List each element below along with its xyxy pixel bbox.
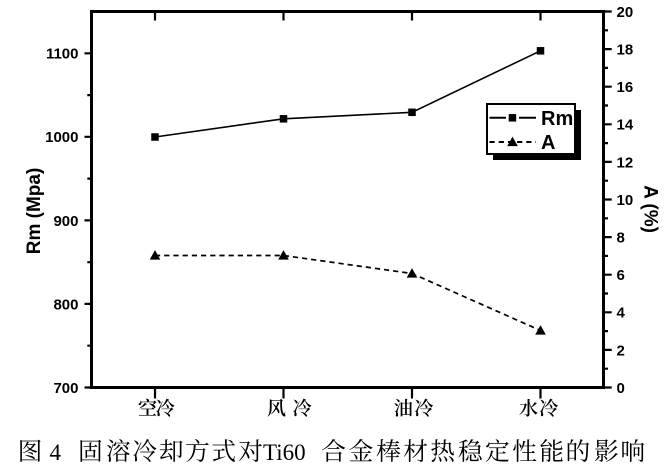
svg-text:2: 2	[617, 342, 625, 359]
svg-text:Rm: Rm	[541, 108, 573, 130]
svg-text:12: 12	[617, 154, 634, 171]
svg-text:14: 14	[617, 117, 634, 134]
svg-text:900: 900	[53, 213, 78, 230]
svg-text:10: 10	[617, 192, 634, 209]
svg-text:800: 800	[53, 296, 78, 313]
svg-text:6: 6	[617, 267, 625, 284]
svg-text:A (%): A (%)	[640, 185, 661, 233]
svg-text:Rm (Mpa): Rm (Mpa)	[24, 168, 45, 255]
svg-text:700: 700	[53, 380, 78, 397]
svg-text:20: 20	[617, 4, 634, 21]
svg-text:18: 18	[617, 42, 634, 59]
svg-text:8: 8	[617, 230, 625, 247]
svg-text:4: 4	[617, 305, 626, 322]
svg-text:4: 4	[50, 440, 62, 465]
svg-text:A: A	[541, 132, 555, 154]
svg-text:0: 0	[617, 380, 625, 397]
svg-text:1000: 1000	[45, 129, 78, 146]
svg-text:Ti60: Ti60	[263, 440, 306, 465]
svg-text:1100: 1100	[46, 46, 79, 63]
svg-text:16: 16	[617, 79, 634, 96]
